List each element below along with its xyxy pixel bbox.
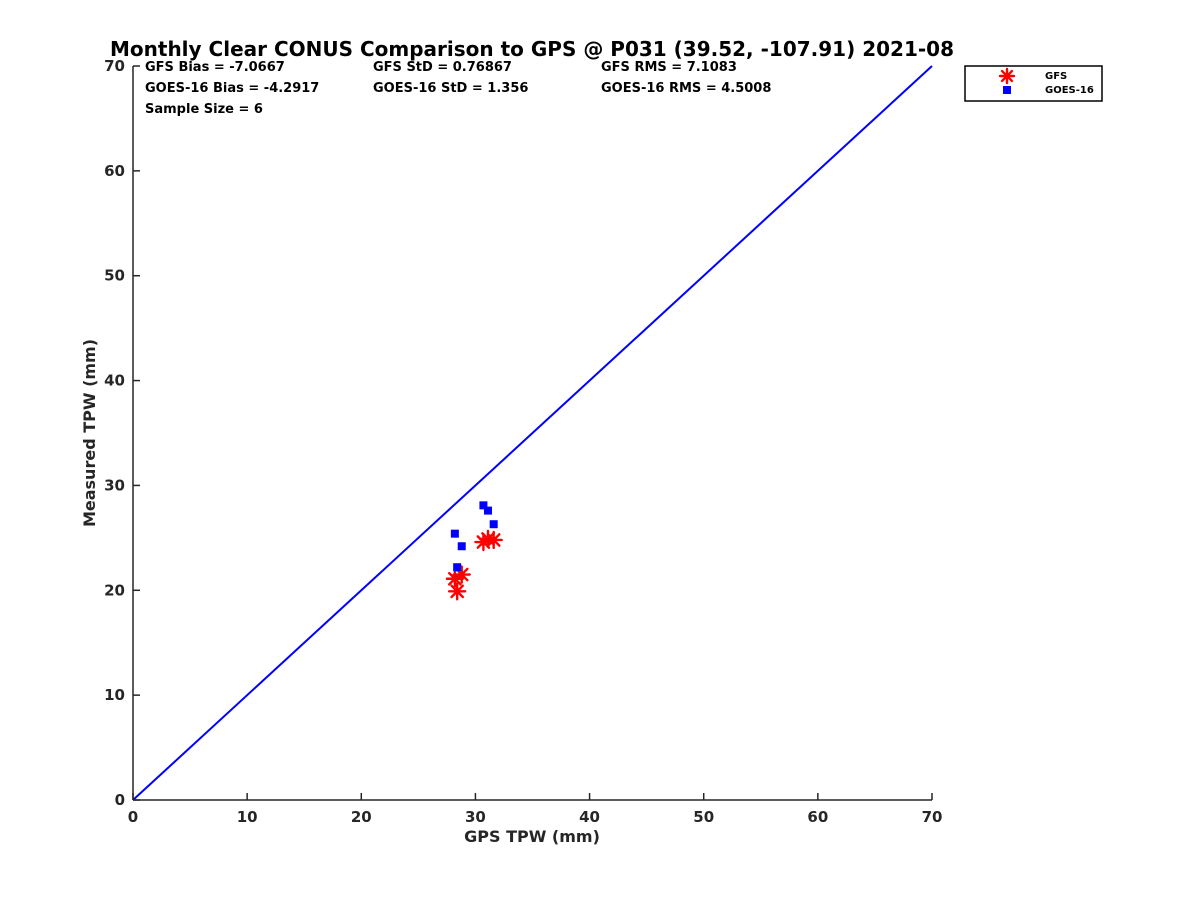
stat-label: GOES-16 RMS = 4.5008 <box>601 81 771 96</box>
stat-label: GFS StD = 0.76867 <box>373 60 512 75</box>
gfs-point <box>447 582 467 601</box>
stat-label: GOES-16 StD = 1.356 <box>373 81 528 96</box>
legend-label: GFS <box>1045 71 1067 82</box>
y-tick-label: 0 <box>115 791 125 809</box>
x-tick-label: 20 <box>351 808 372 826</box>
stats-box: GFS Bias = -7.0667 GFS StD = 0.76867 GFS R… <box>145 60 771 117</box>
legend-box <box>964 65 1103 102</box>
y-tick-label: 20 <box>104 581 125 599</box>
stat-label: GFS RMS = 7.1083 <box>601 60 737 75</box>
chart-title: Monthly Clear CONUS Comparison to GPS @ … <box>110 37 954 61</box>
reference-line-layer <box>132 65 933 801</box>
goes16-point <box>483 506 492 515</box>
stat-label: Sample Size = 6 <box>145 102 263 117</box>
x-tick-label: 70 <box>922 808 943 826</box>
x-tick-label: 40 <box>579 808 600 826</box>
y-tick-label: 10 <box>104 686 125 704</box>
one-to-one-line <box>132 65 933 801</box>
x-tick-label: 50 <box>693 808 714 826</box>
y-tick-label: 50 <box>104 267 125 285</box>
gfs-point <box>445 569 465 588</box>
data-points-layer <box>445 501 503 601</box>
y-tick-label: 30 <box>104 476 125 494</box>
gfs-point <box>452 565 471 584</box>
axes: 0 10 20 30 40 50 60 70 0 10 20 30 40 50 60 70 <box>104 57 942 826</box>
x-tick-label: 10 <box>237 808 258 826</box>
goes16-point <box>489 520 498 529</box>
y-axis-label: Measured TPW (mm) <box>80 339 99 527</box>
x-axis-label: GPS TPW (mm) <box>464 827 600 846</box>
gfs-point <box>484 530 503 550</box>
goes16-point <box>450 529 459 538</box>
x-tick-label: 0 <box>128 808 138 826</box>
y-tick-label: 40 <box>104 372 125 390</box>
goes16-point <box>453 563 462 572</box>
legend-label: GOES-16 <box>1045 85 1094 96</box>
legend-goes16-marker <box>1003 86 1011 94</box>
x-tick-label: 30 <box>465 808 486 826</box>
legend-gfs-marker <box>998 67 1016 85</box>
goes16-point <box>457 542 466 551</box>
x-tick-label: 60 <box>807 808 828 826</box>
legend: GFS GOES-16 <box>964 65 1103 102</box>
y-tick-label: 60 <box>104 162 125 180</box>
y-tick-label: 70 <box>104 57 125 75</box>
goes16-point <box>479 501 488 510</box>
stat-label: GOES-16 Bias = -4.2917 <box>145 81 319 96</box>
stat-label: GFS Bias = -7.0667 <box>145 60 285 75</box>
